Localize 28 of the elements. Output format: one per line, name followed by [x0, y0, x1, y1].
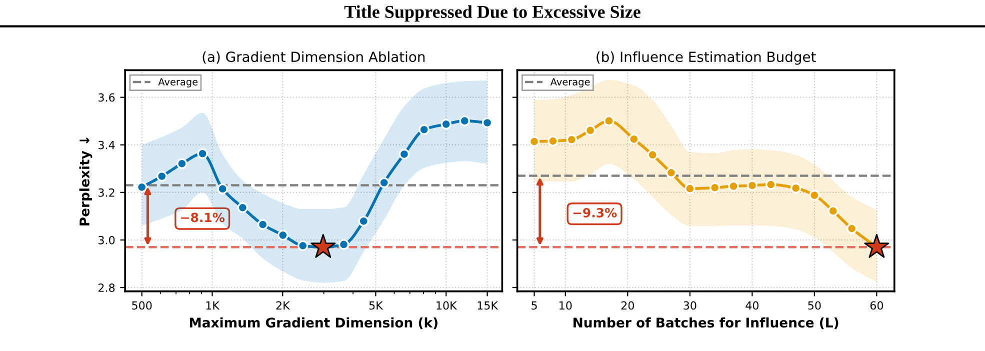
x-tick-label: 2K: [276, 301, 290, 310]
x-tick-label: 50: [808, 301, 821, 310]
x-tick-label: 15K: [478, 301, 498, 310]
x-tick-label: 10: [560, 301, 572, 310]
x-axis-title: Maximum Gradient Dimension (k): [190, 317, 438, 330]
chart-title: (a) Gradient Dimension Ablation: [202, 51, 425, 64]
legend-label: Average: [158, 78, 198, 88]
x-tick-label: 60: [870, 301, 884, 310]
text: Title Suppressed Due to Excessive Size: [344, 5, 640, 22]
x-tick-label: 30: [684, 301, 696, 310]
x-tick-label: 1K: [206, 301, 220, 310]
x-tick-label: 40: [746, 301, 759, 310]
y-axis-title: Perplexity ↓: [79, 137, 92, 226]
legend-label: Average: [550, 78, 590, 88]
x-tick-label: 500: [132, 301, 152, 310]
x-tick-label: 10K: [436, 301, 458, 310]
annotation: −9.3%: [573, 208, 617, 218]
y-tick-label: 3.4: [98, 140, 115, 150]
x-tick-label: 5K: [369, 301, 384, 310]
y-tick-label: 3.2: [98, 188, 114, 197]
x-tick-label: 5: [532, 301, 537, 310]
y-tick-label: 3.0: [98, 236, 115, 244]
y-tick-label: 2.8: [98, 284, 115, 292]
x-axis-title: Number of Batches for Influence (L): [574, 317, 838, 330]
annotation: −8.1%: [181, 212, 225, 222]
chart-title: (b) Influence Estimation Budget: [596, 51, 816, 65]
x-tick-label: 20: [621, 301, 634, 310]
y-tick-label: 3.6: [98, 93, 115, 102]
